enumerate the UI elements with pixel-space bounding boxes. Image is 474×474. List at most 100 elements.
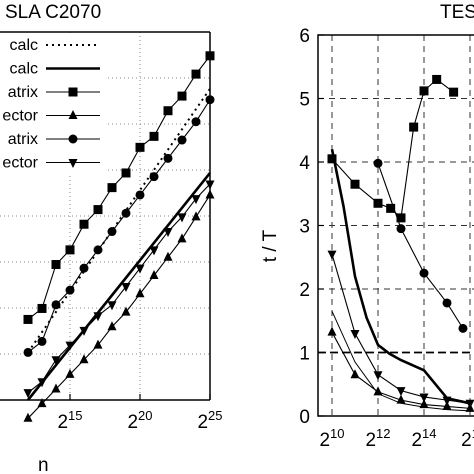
left-data-point xyxy=(23,314,33,324)
right-data-point xyxy=(419,268,429,278)
right-plot-frame xyxy=(317,34,474,417)
right-data-point xyxy=(465,402,474,412)
left-data-point xyxy=(93,245,103,255)
left-data-point xyxy=(149,246,159,256)
left-legend-marker-4 xyxy=(68,134,78,144)
left-data-point xyxy=(65,285,75,295)
left-data-point xyxy=(23,412,33,422)
left-data-point xyxy=(107,183,117,193)
right-data-point xyxy=(350,179,360,189)
right-data-point xyxy=(396,387,406,397)
left-data-point xyxy=(121,168,131,178)
right-data-point xyxy=(419,86,429,96)
left-data-point xyxy=(121,282,131,292)
left-data-point xyxy=(191,195,201,205)
left-legend-label-2: atrix xyxy=(8,84,38,101)
right-y-tick-label-6: 6 xyxy=(299,26,310,47)
left-data-point xyxy=(93,205,103,215)
right-x-tick-label-0: 210 xyxy=(319,426,344,451)
right-data-point xyxy=(327,326,337,336)
left-data-point xyxy=(149,270,159,280)
right-x-tick-label-2: 214 xyxy=(411,426,436,451)
left-data-point xyxy=(23,389,33,399)
right-y-tick-label-5: 5 xyxy=(299,90,310,111)
left-legend-marker-5 xyxy=(68,159,78,168)
left-data-point xyxy=(163,251,173,261)
right-x-tick-labels: 210 212 214 21 xyxy=(319,426,474,451)
left-chart-panel: SLA C2070 calc calc atrix ector atrix ector 2… xyxy=(0,2,223,474)
right-y-tick-label-4: 4 xyxy=(299,153,310,174)
left-data-point xyxy=(135,142,145,152)
right-y-tick-label-3: 3 xyxy=(299,217,310,238)
right-data-point xyxy=(327,250,337,260)
left-legend: calc calc atrix ector atrix ector xyxy=(0,33,106,176)
right-grid xyxy=(318,35,474,416)
left-legend-marker-2 xyxy=(68,87,78,97)
left-x-tick-label-2: 225 xyxy=(197,408,222,433)
right-chart-title: TES xyxy=(440,2,474,23)
left-data-point xyxy=(163,153,173,163)
left-data-point xyxy=(163,106,173,116)
left-data-point xyxy=(177,135,187,145)
left-data-point xyxy=(65,368,75,378)
left-data-point xyxy=(191,117,201,127)
left-data-point xyxy=(191,69,201,79)
left-data-point xyxy=(177,233,187,243)
left-data-point xyxy=(37,398,47,408)
right-series-group xyxy=(327,74,474,412)
right-data-point xyxy=(458,323,468,333)
left-data-point xyxy=(107,301,117,311)
left-data-point xyxy=(37,378,47,388)
right-data-point xyxy=(396,394,406,404)
left-data-point xyxy=(23,347,33,357)
right-data-point xyxy=(373,371,383,381)
left-data-point xyxy=(51,356,61,366)
left-data-point xyxy=(79,354,89,364)
left-data-point xyxy=(121,306,131,316)
right-data-point xyxy=(419,393,429,403)
left-x-tick-label-0: 215 xyxy=(57,408,82,433)
left-legend-box xyxy=(0,33,106,176)
left-chart-title: SLA C2070 xyxy=(5,2,101,23)
left-data-point xyxy=(79,219,89,229)
right-series-line-0 xyxy=(331,78,454,219)
left-data-point xyxy=(37,336,47,346)
left-data-point xyxy=(135,190,145,200)
right-data-point xyxy=(449,87,459,97)
right-data-point xyxy=(373,158,383,168)
left-plot-frame xyxy=(0,31,211,401)
left-data-point xyxy=(79,263,89,273)
left-legend-label-1: calc xyxy=(10,61,38,78)
left-data-point xyxy=(107,227,117,237)
right-data-point xyxy=(432,74,442,84)
left-series-line-1 xyxy=(26,172,212,401)
left-data-point xyxy=(121,208,131,218)
right-y-tick-label-0: 0 xyxy=(299,407,310,428)
left-data-point xyxy=(149,172,159,182)
right-data-point xyxy=(442,298,452,308)
left-data-point xyxy=(51,260,61,270)
right-y-tick-labels: 0 1 2 3 4 5 6 xyxy=(299,26,310,428)
right-y-tick-label-2: 2 xyxy=(299,280,310,301)
left-data-point xyxy=(135,264,145,274)
left-series-group xyxy=(23,51,215,422)
right-data-point xyxy=(442,400,452,410)
left-data-point xyxy=(163,228,173,238)
right-data-point xyxy=(350,329,360,339)
right-data-point xyxy=(373,198,383,208)
left-data-point xyxy=(65,341,75,351)
right-series-line-2 xyxy=(330,149,471,405)
left-data-point xyxy=(79,326,89,336)
left-data-point xyxy=(65,245,75,255)
left-legend-label-3: ector xyxy=(2,108,38,125)
left-data-point xyxy=(37,303,47,313)
left-x-tick-label-1: 220 xyxy=(127,408,152,433)
left-data-point xyxy=(93,339,103,349)
left-data-point xyxy=(51,383,61,393)
right-data-point xyxy=(386,203,396,213)
left-data-point xyxy=(135,288,145,298)
right-x-tick-label-1: 212 xyxy=(365,426,390,451)
right-data-point xyxy=(396,224,406,234)
left-data-point xyxy=(149,131,159,141)
